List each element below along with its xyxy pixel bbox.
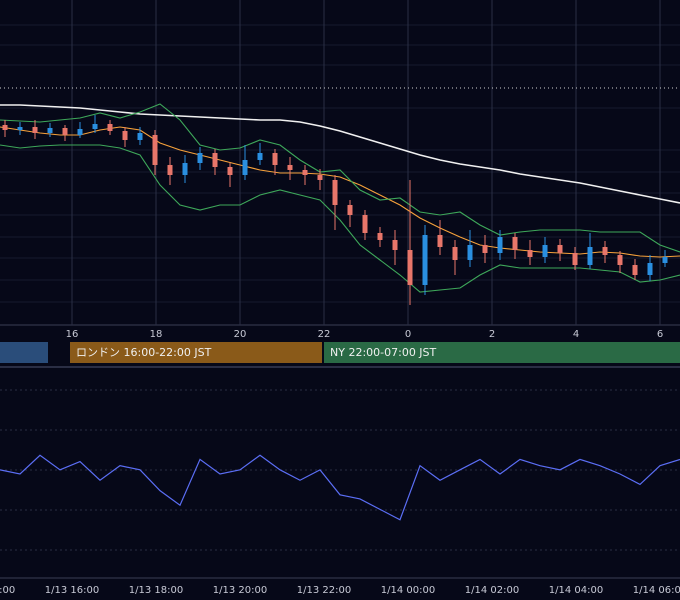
candle-body: [632, 265, 638, 275]
candle-body: [167, 165, 173, 175]
candle-body: [347, 205, 353, 215]
session-bar: [0, 342, 48, 363]
oscillator-line: [0, 454, 680, 521]
candle-body: [452, 247, 458, 260]
candle-body: [362, 215, 368, 233]
candle-body: [377, 233, 383, 240]
candle-body: [482, 245, 488, 253]
candle-body: [212, 153, 218, 167]
indicator-line: [0, 144, 680, 293]
session-label: NY 22:00-07:00 JST: [330, 346, 437, 359]
candle-body: [152, 135, 158, 165]
candle-body: [257, 153, 263, 160]
indicator-line: [0, 104, 680, 204]
candle-body: [407, 250, 413, 285]
candle-body: [17, 127, 23, 130]
candle-body: [617, 255, 623, 265]
x-tick-label: 1/13 20:00: [213, 585, 267, 596]
candle-body: [512, 237, 518, 250]
candle-body: [242, 160, 248, 175]
indicator-line: [0, 103, 680, 253]
indicator-line: [0, 126, 680, 258]
candle-body: [557, 245, 563, 253]
candle-body: [392, 240, 398, 250]
candle-body: [32, 127, 38, 133]
candle-body: [662, 257, 668, 263]
x-tick-label: 1/13 14:00: [0, 585, 15, 596]
x-tick-label: 1/14 04:00: [549, 585, 603, 596]
x-tick-label: 4: [573, 329, 579, 340]
candle-body: [467, 245, 473, 260]
x-tick-label: 1/13 22:00: [297, 585, 351, 596]
x-tick-label: 2: [489, 329, 495, 340]
session-label: ロンドン 16:00-22:00 JST: [76, 346, 212, 359]
candle-body: [182, 163, 188, 175]
candle-body: [2, 125, 8, 130]
candle-body: [572, 253, 578, 265]
candle-body: [47, 128, 53, 133]
x-tick-label: 0: [405, 329, 411, 340]
candle-body: [272, 153, 278, 165]
candle-body: [422, 235, 428, 285]
x-tick-label: 1/14 02:00: [465, 585, 519, 596]
x-tick-label: 1/14 06:00: [633, 585, 680, 596]
candle-body: [527, 250, 533, 257]
candle-body: [497, 237, 503, 253]
candle-body: [62, 128, 68, 135]
session-bar: [70, 342, 322, 363]
x-tick-label: 18: [150, 329, 163, 340]
candle-body: [107, 124, 113, 131]
candle-body: [302, 170, 308, 175]
candle-body: [317, 175, 323, 180]
candle-body: [77, 129, 83, 135]
x-tick-label: 1/13 18:00: [129, 585, 183, 596]
candle-body: [332, 180, 338, 205]
x-tick-label: 20: [234, 329, 247, 340]
x-tick-label: 16: [66, 329, 79, 340]
oscillator-grid: [0, 389, 680, 551]
candle-body: [92, 124, 98, 129]
candle-body: [287, 165, 293, 170]
candle-body: [542, 245, 548, 257]
candle-body: [197, 153, 203, 163]
price-grid: [0, 24, 680, 303]
candle-body: [137, 133, 143, 140]
x-tick-label: 6: [657, 329, 663, 340]
x-tick-label: 1/13 16:00: [45, 585, 99, 596]
candle-body: [227, 167, 233, 175]
x-tick-label: 22: [318, 329, 331, 340]
x-tick-label: 1/14 00:00: [381, 585, 435, 596]
candle-body: [602, 247, 608, 255]
candle-body: [437, 235, 443, 247]
session-bar: [324, 342, 680, 363]
candle-body: [122, 131, 128, 140]
candle-body: [647, 263, 653, 275]
candle-body: [587, 247, 593, 265]
